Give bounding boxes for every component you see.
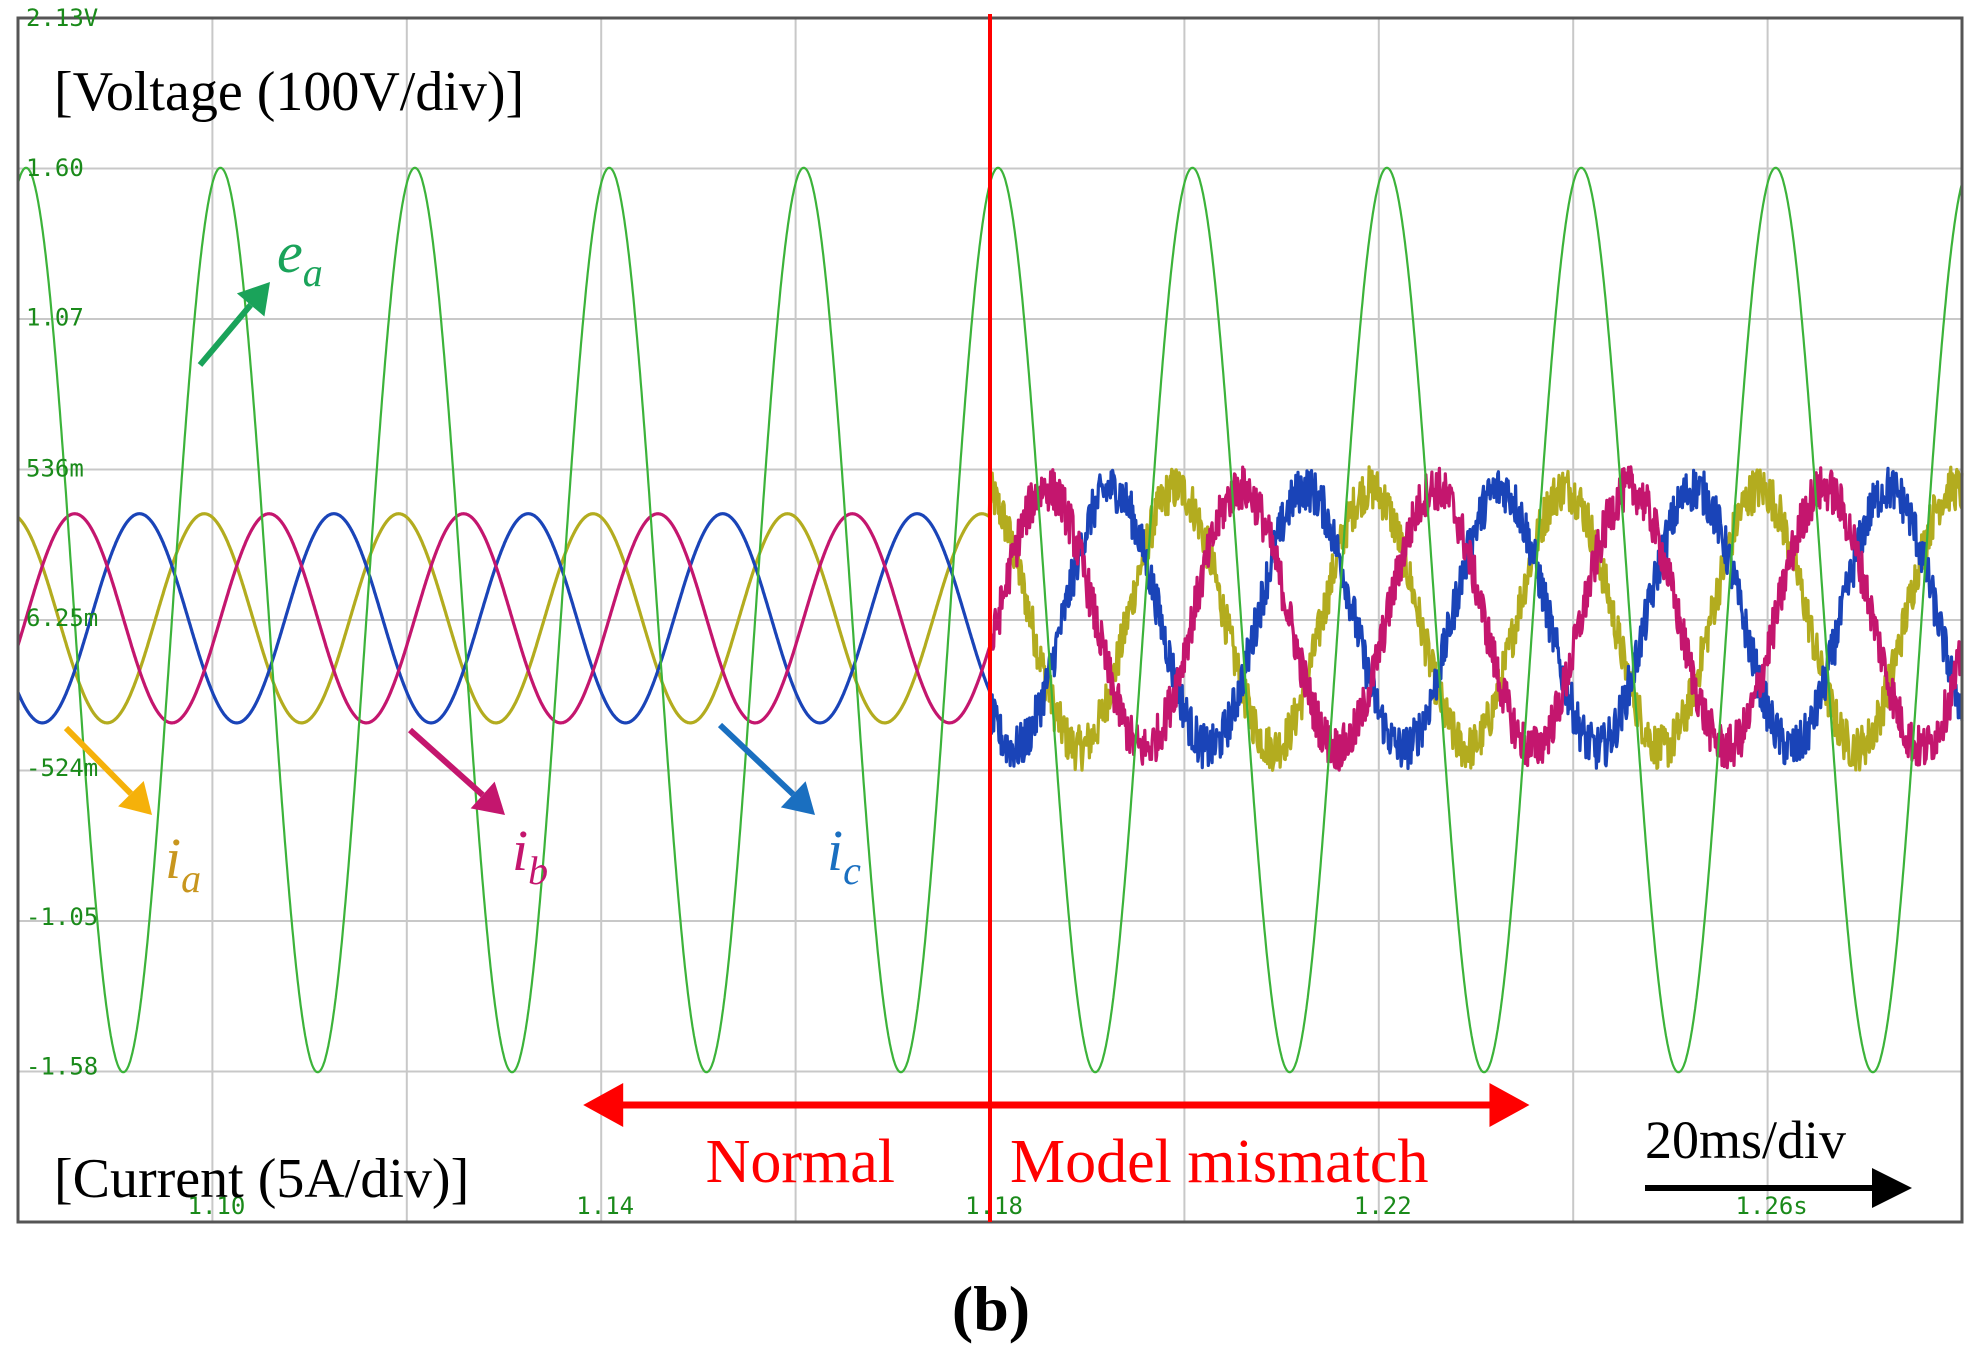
- series-label-i-a: ia: [165, 826, 201, 901]
- y-tick-label: 2.13V: [26, 4, 98, 32]
- y-tick-label: -1.58: [26, 1053, 98, 1081]
- region-label-normal: Normal: [706, 1128, 895, 1196]
- x-tick-label: 1.26s: [1735, 1192, 1807, 1220]
- y-tick-label: -1.05: [26, 903, 98, 931]
- series-label-arrow-line: [407, 727, 485, 798]
- series-label-arrow-head: [118, 781, 152, 815]
- series-label-arrow-line: [717, 722, 796, 797]
- y-tick-label: 6.25m: [26, 604, 98, 632]
- series-label-arrow-head: [470, 781, 505, 815]
- region-arrow-head-left: [583, 1083, 624, 1127]
- time-scale-arrow-head: [1872, 1168, 1912, 1208]
- event-marker: Normal Model mismatch: [583, 14, 1912, 1222]
- series-label-arrow-line: [197, 302, 253, 367]
- axis-ticks: 2.13V 1.60 1.07 536m 6.25m -524m -1.05 -1.58 1.1…: [26, 4, 1808, 1220]
- region-arrow-head-right: [1489, 1083, 1530, 1127]
- x-tick-label: 1.14: [576, 1192, 634, 1220]
- region-label-model-mismatch: Model mismatch: [1010, 1128, 1428, 1196]
- series-label-arrow-head: [236, 282, 270, 317]
- y-tick-label: -524m: [26, 754, 98, 782]
- annotations: ea ia ib ic: [63, 220, 861, 901]
- series-label-arrow-head: [780, 781, 815, 815]
- x-tick-label: 1.10: [188, 1192, 246, 1220]
- panel-label: (b): [952, 1273, 1030, 1344]
- y-tick-label: 536m: [26, 455, 84, 483]
- x-tick-label: 1.22: [1354, 1192, 1412, 1220]
- current-scale-label: [Current (5A/div)]: [54, 1148, 469, 1210]
- time-scale-label: 20ms/div: [1645, 1110, 1846, 1170]
- series-label-i-b: ib: [512, 818, 548, 893]
- y-tick-label: 1.60: [26, 154, 84, 182]
- series-label-i-c: ic: [827, 818, 861, 893]
- series-label-arrow-line: [63, 725, 134, 796]
- series-label-e-a: ea: [277, 220, 323, 295]
- voltage-scale-label: [Voltage (100V/div)]: [54, 61, 524, 123]
- y-tick-label: 1.07: [26, 304, 84, 332]
- x-tick-label: 1.18: [965, 1192, 1023, 1220]
